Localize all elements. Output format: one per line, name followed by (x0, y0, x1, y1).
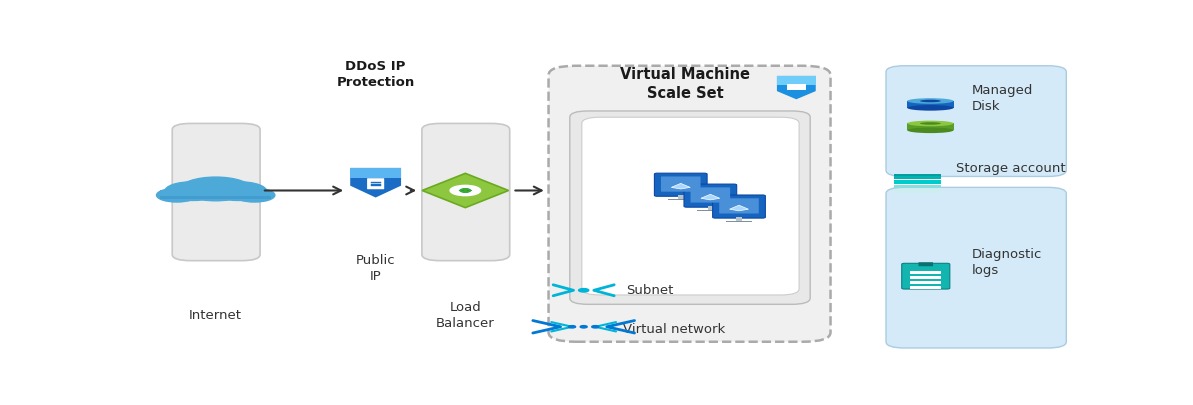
Text: Managed
Disk: Managed Disk (972, 85, 1033, 113)
FancyBboxPatch shape (661, 177, 700, 192)
FancyBboxPatch shape (684, 184, 737, 207)
FancyBboxPatch shape (678, 195, 684, 199)
Circle shape (592, 326, 599, 328)
FancyBboxPatch shape (655, 173, 707, 196)
Ellipse shape (920, 100, 941, 102)
FancyBboxPatch shape (910, 281, 941, 284)
FancyBboxPatch shape (549, 66, 830, 342)
FancyBboxPatch shape (707, 206, 713, 210)
Circle shape (579, 289, 589, 292)
FancyBboxPatch shape (895, 189, 940, 193)
FancyBboxPatch shape (172, 124, 260, 261)
Polygon shape (422, 173, 508, 208)
FancyBboxPatch shape (907, 124, 953, 130)
FancyBboxPatch shape (160, 196, 271, 199)
FancyBboxPatch shape (367, 178, 384, 189)
Text: Public
IP: Public IP (356, 254, 395, 284)
Text: DDoS IP
Protection: DDoS IP Protection (336, 60, 415, 89)
FancyBboxPatch shape (160, 190, 271, 199)
Polygon shape (351, 168, 401, 178)
FancyBboxPatch shape (691, 188, 730, 202)
Circle shape (234, 188, 274, 202)
FancyBboxPatch shape (697, 210, 723, 211)
Ellipse shape (908, 105, 953, 111)
Circle shape (211, 182, 266, 200)
Ellipse shape (908, 98, 953, 104)
Circle shape (460, 189, 470, 192)
Text: Diagnostic
logs: Diagnostic logs (972, 248, 1043, 277)
FancyBboxPatch shape (907, 101, 953, 108)
Polygon shape (351, 168, 401, 198)
FancyBboxPatch shape (786, 84, 806, 90)
Circle shape (450, 185, 481, 196)
Circle shape (180, 177, 251, 201)
Text: Subnet: Subnet (626, 284, 674, 297)
FancyBboxPatch shape (895, 175, 940, 179)
Polygon shape (777, 76, 816, 99)
Polygon shape (701, 194, 719, 200)
Text: Storage account: Storage account (957, 162, 1065, 175)
FancyBboxPatch shape (886, 66, 1067, 177)
Polygon shape (730, 205, 748, 211)
Polygon shape (672, 183, 691, 189)
Circle shape (569, 326, 575, 328)
Circle shape (156, 188, 197, 202)
FancyBboxPatch shape (910, 271, 941, 273)
FancyBboxPatch shape (570, 111, 810, 304)
Circle shape (165, 182, 221, 200)
FancyBboxPatch shape (910, 276, 941, 279)
FancyBboxPatch shape (422, 124, 509, 261)
Text: Load
Balancer: Load Balancer (435, 301, 495, 330)
FancyBboxPatch shape (668, 199, 694, 200)
Ellipse shape (920, 122, 941, 125)
Text: Internet: Internet (190, 309, 242, 322)
FancyBboxPatch shape (919, 262, 933, 266)
FancyBboxPatch shape (582, 117, 799, 295)
FancyBboxPatch shape (712, 195, 766, 218)
FancyBboxPatch shape (895, 174, 940, 175)
Ellipse shape (908, 121, 953, 126)
Ellipse shape (908, 128, 953, 133)
FancyBboxPatch shape (902, 263, 950, 289)
Text: Virtual Machine
Scale Set: Virtual Machine Scale Set (620, 67, 750, 101)
FancyBboxPatch shape (736, 217, 742, 221)
FancyBboxPatch shape (895, 185, 940, 188)
FancyBboxPatch shape (886, 188, 1067, 348)
FancyBboxPatch shape (725, 221, 753, 222)
FancyBboxPatch shape (719, 198, 759, 213)
Polygon shape (777, 76, 816, 85)
Circle shape (580, 326, 587, 328)
FancyBboxPatch shape (895, 180, 940, 184)
FancyBboxPatch shape (910, 286, 941, 289)
Text: Virtual network: Virtual network (623, 323, 725, 337)
